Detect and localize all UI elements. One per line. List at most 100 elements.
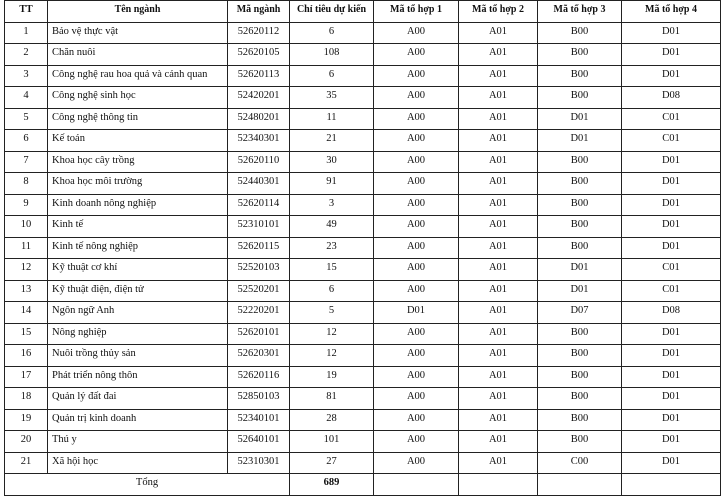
cell-chi-tieu: 21 (289, 129, 374, 152)
cell-to-hop-2: A01 (458, 21, 538, 44)
cell-to-hop-4: D01 (621, 21, 721, 44)
cell-to-hop-3: D07 (537, 301, 622, 324)
cell-ten-nganh: Xã hội học (47, 451, 228, 474)
cell-to-hop-1: A00 (373, 86, 459, 109)
cell-to-hop-2: A01 (458, 301, 538, 324)
cell-to-hop-2: A01 (458, 215, 538, 238)
cell-chi-tieu: 6 (289, 64, 374, 87)
cell-ma-nganh: 52520103 (227, 258, 290, 281)
cell-ten-nganh: Phát triển nông thôn (47, 365, 228, 388)
cell-to-hop-2: A01 (458, 43, 538, 66)
cell-to-hop-3: D01 (537, 129, 622, 152)
cell-ma-nganh: 52310101 (227, 215, 290, 238)
cell-ten-nganh: Nuôi trồng thủy sản (47, 344, 228, 367)
cell-to-hop-1: A00 (373, 430, 459, 453)
cell-to-hop-4: D01 (621, 408, 721, 431)
empty-cell (621, 473, 721, 496)
table-row: 15 Nông nghiệp 52620101 12 A00 A01 B00 D01 (4, 322, 721, 345)
cell-chi-tieu: 11 (289, 107, 374, 130)
cell-to-hop-2: A01 (458, 451, 538, 474)
header-ten-nganh: Tên ngành (47, 0, 228, 23)
cell-ten-nganh: Kinh tế (47, 215, 228, 238)
cell-to-hop-1: A00 (373, 193, 459, 216)
cell-ma-nganh: 52220201 (227, 301, 290, 324)
table-row: 21 Xã hội học 52310301 27 A00 A01 C00 D01 (4, 451, 721, 474)
cell-chi-tieu: 28 (289, 408, 374, 431)
cell-ten-nganh: Công nghệ rau hoa quả và cảnh quan (47, 64, 228, 87)
cell-ma-nganh: 52620116 (227, 365, 290, 388)
cell-tt: 12 (4, 258, 48, 281)
cell-tt: 11 (4, 236, 48, 259)
cell-ten-nganh: Kinh doanh nông nghiệp (47, 193, 228, 216)
cell-to-hop-3: B00 (537, 430, 622, 453)
cell-chi-tieu: 12 (289, 344, 374, 367)
cell-to-hop-3: B00 (537, 172, 622, 195)
cell-ten-nganh: Công nghệ thông tin (47, 107, 228, 130)
cell-tt: 4 (4, 86, 48, 109)
cell-to-hop-4: D01 (621, 150, 721, 173)
cell-to-hop-2: A01 (458, 365, 538, 388)
cell-tt: 1 (4, 21, 48, 44)
cell-to-hop-3: B00 (537, 215, 622, 238)
cell-to-hop-3: B00 (537, 344, 622, 367)
cell-tt: 7 (4, 150, 48, 173)
cell-to-hop-3: D01 (537, 279, 622, 302)
cell-tt: 9 (4, 193, 48, 216)
cell-to-hop-3: B00 (537, 322, 622, 345)
cell-tt: 6 (4, 129, 48, 152)
cell-ten-nganh: Nông nghiệp (47, 322, 228, 345)
cell-to-hop-2: A01 (458, 172, 538, 195)
cell-tt: 14 (4, 301, 48, 324)
cell-ten-nganh: Kinh tế nông nghiệp (47, 236, 228, 259)
cell-to-hop-1: A00 (373, 215, 459, 238)
cell-to-hop-4: D01 (621, 344, 721, 367)
cell-to-hop-2: A01 (458, 86, 538, 109)
header-row: TT Tên ngành Mã ngành Chỉ tiêu dự kiến M… (4, 0, 721, 23)
table-row: 18 Quản lý đất đai 52850103 81 A00 A01 B00 D01 (4, 387, 721, 410)
cell-chi-tieu: 19 (289, 365, 374, 388)
cell-to-hop-4: D01 (621, 236, 721, 259)
cell-ten-nganh: Ngôn ngữ Anh (47, 301, 228, 324)
cell-to-hop-2: A01 (458, 408, 538, 431)
cell-ma-nganh: 52420201 (227, 86, 290, 109)
table-row: 12 Kỹ thuật cơ khí 52520103 15 A00 A01 D01 C01 (4, 258, 721, 281)
cell-tt: 19 (4, 408, 48, 431)
cell-ten-nganh: Kỹ thuật điện, điện tử (47, 279, 228, 302)
cell-chi-tieu: 108 (289, 43, 374, 66)
cell-ma-nganh: 52620114 (227, 193, 290, 216)
cell-ma-nganh: 52620101 (227, 322, 290, 345)
cell-ma-nganh: 52620115 (227, 236, 290, 259)
cell-to-hop-4: D01 (621, 451, 721, 474)
cell-to-hop-3: D01 (537, 107, 622, 130)
cell-tt: 21 (4, 451, 48, 474)
cell-ma-nganh: 52440301 (227, 172, 290, 195)
table-row: 4 Công nghệ sinh học 52420201 35 A00 A01 B00 D0… (4, 86, 721, 109)
cell-ten-nganh: Công nghệ sinh học (47, 86, 228, 109)
table-row: 7 Khoa học cây trồng 52620110 30 A00 A01 B00 D0… (4, 150, 721, 173)
cell-to-hop-4: D01 (621, 193, 721, 216)
cell-to-hop-3: D01 (537, 258, 622, 281)
cell-to-hop-2: A01 (458, 64, 538, 87)
table-row: 13 Kỹ thuật điện, điện tử 52520201 6 A00 A01 D… (4, 279, 721, 302)
cell-chi-tieu: 15 (289, 258, 374, 281)
cell-ten-nganh: Bảo vệ thực vật (47, 21, 228, 44)
cell-to-hop-1: A00 (373, 344, 459, 367)
total-value: 689 (289, 473, 374, 496)
cell-ma-nganh: 52520201 (227, 279, 290, 302)
cell-ma-nganh: 52620110 (227, 150, 290, 173)
table-row: 11 Kinh tế nông nghiệp 52620115 23 A00 A01 B00… (4, 236, 721, 259)
cell-to-hop-2: A01 (458, 322, 538, 345)
cell-to-hop-2: A01 (458, 344, 538, 367)
cell-ma-nganh: 52310301 (227, 451, 290, 474)
header-tt: TT (4, 0, 48, 23)
cell-tt: 17 (4, 365, 48, 388)
cell-to-hop-2: A01 (458, 107, 538, 130)
cell-to-hop-4: C01 (621, 107, 721, 130)
cell-ten-nganh: Khoa học cây trồng (47, 150, 228, 173)
cell-chi-tieu: 3 (289, 193, 374, 216)
cell-tt: 3 (4, 64, 48, 87)
cell-chi-tieu: 12 (289, 322, 374, 345)
total-row: Tổng 689 (4, 473, 721, 496)
cell-to-hop-2: A01 (458, 387, 538, 410)
table-row: 9 Kinh doanh nông nghiệp 52620114 3 A00 A01 B0… (4, 193, 721, 216)
